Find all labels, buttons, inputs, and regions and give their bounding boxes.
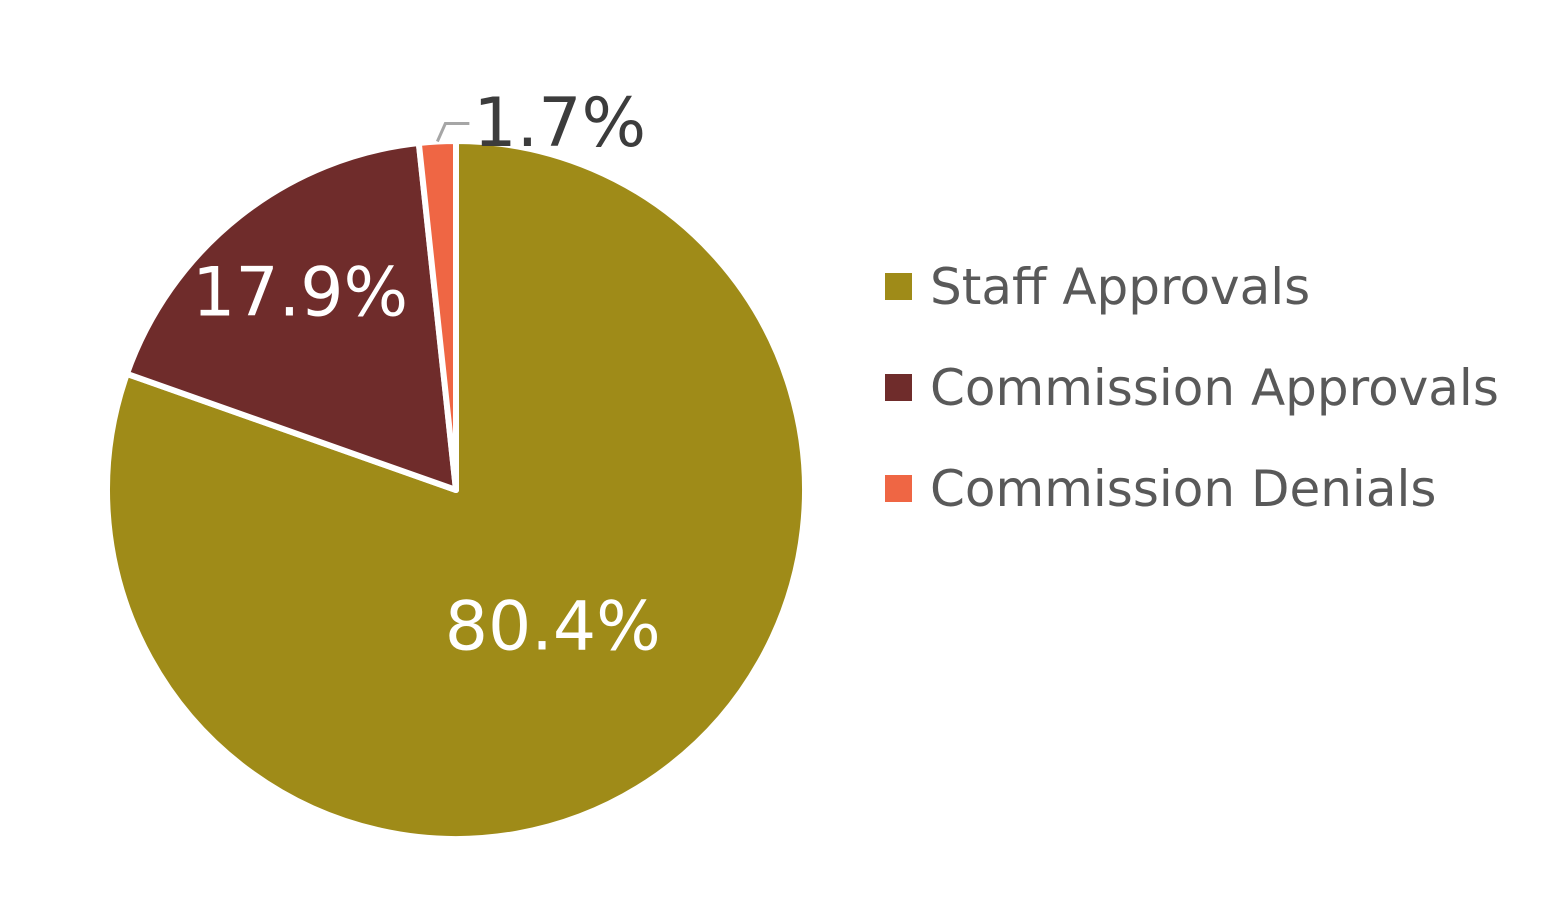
pie-slices	[104, 138, 808, 842]
pie-slice-commission-approvals	[123, 139, 459, 493]
legend-item-staff-approvals: Staff Approvals	[885, 236, 1545, 337]
data-label-staff-approvals: 80.4%	[445, 587, 661, 666]
leader-line-commission-denials	[435, 121, 470, 143]
legend-item-commission-denials: Commission Denials	[885, 438, 1545, 539]
legend-label-commission-approvals: Commission Approvals	[930, 358, 1499, 417]
legend-label-commission-denials: Commission Denials	[930, 459, 1437, 518]
legend-swatch-commission-approvals	[885, 374, 912, 401]
legend: Staff Approvals Commission Approvals Com…	[885, 236, 1545, 539]
data-label-commission-approvals: 17.9%	[192, 253, 408, 332]
legend-swatch-commission-denials	[885, 475, 912, 502]
data-label-commission-denials: 1.7%	[473, 84, 646, 163]
legend-item-commission-approvals: Commission Approvals	[885, 337, 1545, 438]
pie-data-labels: 80.4% 17.9% 1.7%	[192, 84, 661, 666]
legend-label-staff-approvals: Staff Approvals	[930, 257, 1311, 316]
legend-swatch-staff-approvals	[885, 273, 912, 300]
